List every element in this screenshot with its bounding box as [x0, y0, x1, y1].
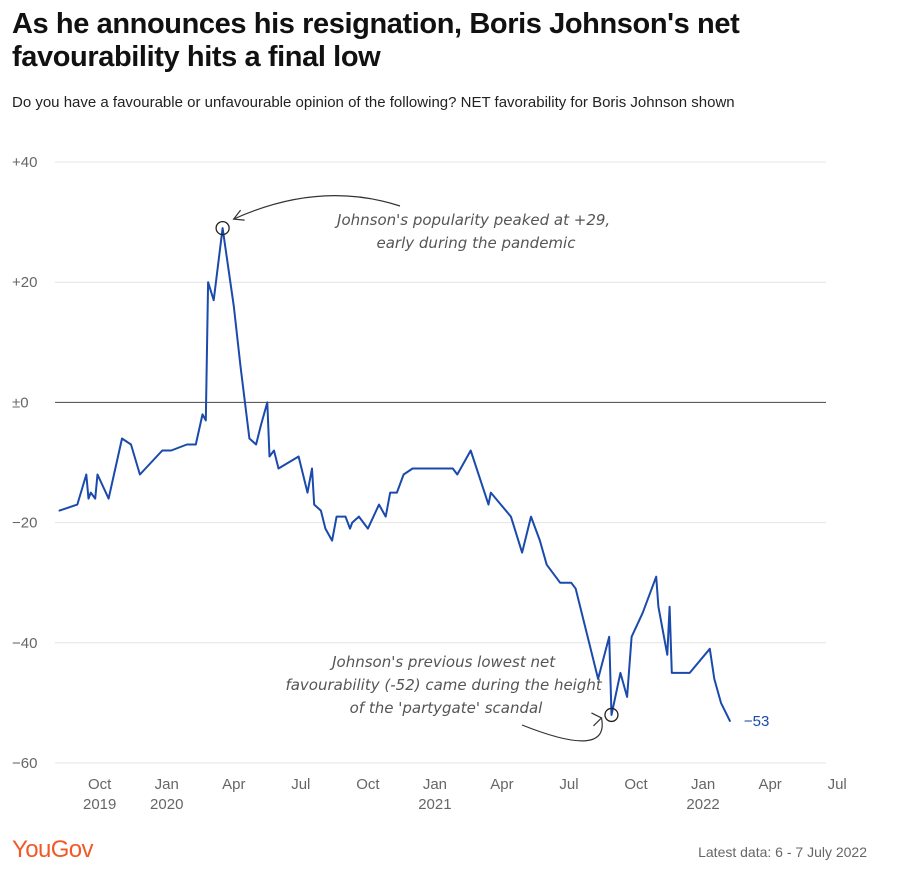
annotation-low-line-1: Johnson's previous lowest net	[329, 653, 556, 671]
annotation-peak-text: Johnson's popularity peaked at +29, earl…	[334, 211, 615, 252]
annotations: Johnson's popularity peaked at +29, earl…	[215, 195, 619, 742]
x-tick-label: Jul	[559, 776, 578, 793]
annotation-peak-arrow	[233, 195, 401, 220]
x-tick-label: Jan	[691, 776, 715, 793]
annotation-low-marker	[604, 707, 619, 723]
y-tick-label: −20	[12, 515, 37, 532]
x-tick-label: Jan	[423, 776, 447, 793]
annotation-peak-marker	[215, 220, 230, 236]
y-tick-label: +20	[12, 274, 37, 291]
x-tick-label: Jul	[828, 776, 847, 793]
y-tick-label: ±0	[12, 394, 29, 411]
yougov-logo: YouGov	[12, 836, 94, 863]
x-tick-year-label: 2020	[150, 796, 183, 813]
latest-data-note: Latest data: 6 - 7 July 2022	[698, 844, 867, 860]
annotation-low-arrow	[521, 717, 603, 742]
x-tick-year-label: 2019	[83, 796, 116, 813]
x-tick-label: Apr	[490, 776, 513, 793]
annotation-low-line-3: of the 'partygate' scandal	[350, 699, 544, 717]
x-axis: Oct 2019 Jan 2020 Apr Jul Oct Jan 2021 Apr Jul Oct J…	[83, 776, 847, 813]
gridlines	[55, 161, 826, 764]
y-tick-label: −40	[12, 635, 37, 652]
end-value-label: −53	[744, 713, 769, 730]
x-tick-label: Jan	[155, 776, 179, 793]
annotation-peak-arrowhead	[232, 209, 245, 221]
x-tick-label: Jul	[291, 776, 310, 793]
annotation-low-text: Johnson's previous lowest net favourabil…	[285, 653, 606, 717]
x-tick-label: Oct	[624, 776, 648, 793]
x-tick-label: Apr	[222, 776, 245, 793]
x-tick-label: Oct	[88, 776, 112, 793]
chart-title: As he announces his resignation, Boris J…	[12, 8, 740, 73]
annotation-peak-line-1: Johnson's popularity peaked at +29,	[334, 211, 610, 229]
y-tick-label: +40	[12, 154, 37, 171]
x-tick-label: Apr	[758, 776, 781, 793]
annotation-peak-line-2: early during the pandemic	[377, 234, 577, 252]
y-tick-label: −60	[12, 755, 37, 772]
x-tick-label: Oct	[356, 776, 380, 793]
x-tick-year-label: 2022	[686, 796, 719, 813]
annotation-low-line-2: favourability (-52) came during the heig…	[285, 676, 602, 694]
x-tick-year-label: 2021	[418, 796, 451, 813]
annotation-low-arrowhead	[591, 712, 603, 727]
y-axis: +40 +20 ±0 −20 −40 −60	[12, 154, 37, 772]
series-line-johnson	[58, 227, 731, 722]
chart-subtitle: Do you have a favourable or unfavourable…	[12, 94, 735, 111]
series-layer	[58, 227, 731, 722]
